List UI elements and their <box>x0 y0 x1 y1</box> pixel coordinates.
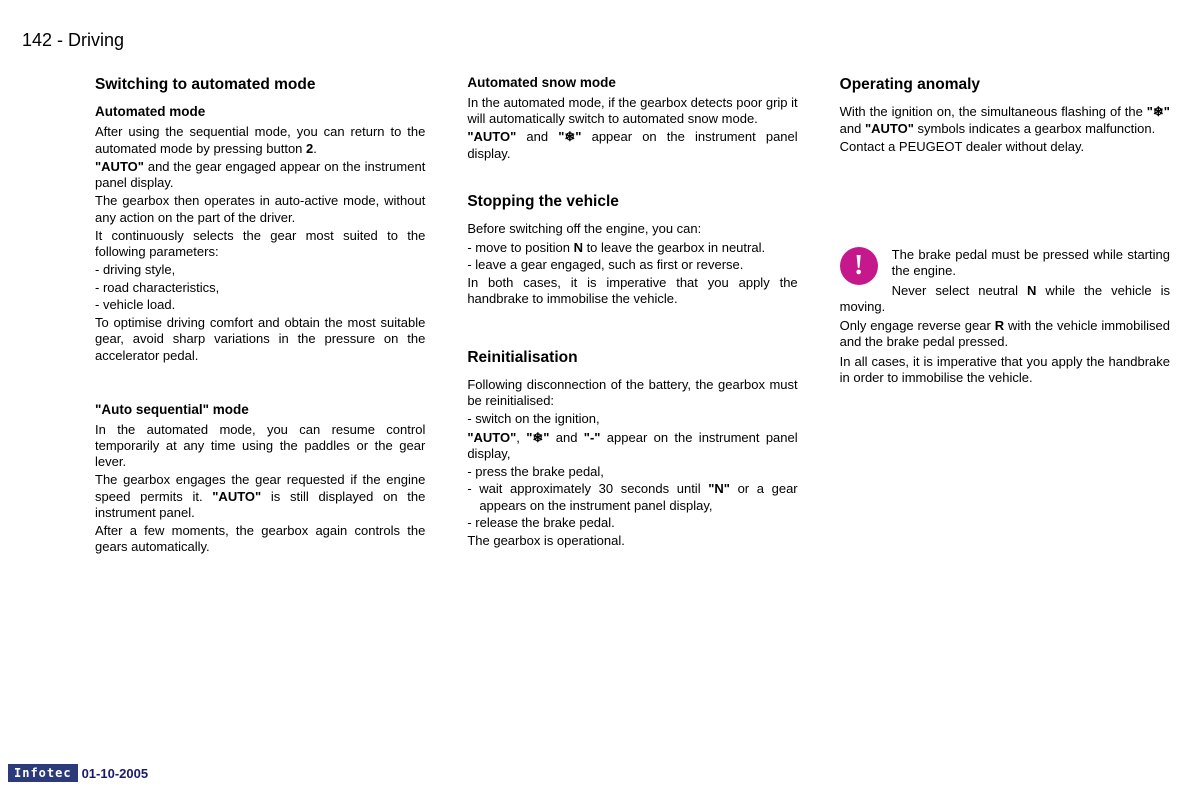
body-text: After using the sequential mode, you can… <box>95 124 425 157</box>
section-snow-mode: Automated snow mode In the automated mod… <box>467 75 797 162</box>
body-text: Only engage reverse gear R with the vehi… <box>840 318 1170 351</box>
body-text: In the automated mode, if the gearbox de… <box>467 95 797 128</box>
subheading-automated: Automated mode <box>95 104 425 121</box>
bullet-list: move to position N to leave the gearbox … <box>467 240 797 274</box>
body-text: In all cases, it is imperative that you … <box>840 354 1170 387</box>
section-anomaly: Operating anomaly With the ignition on, … <box>840 75 1170 155</box>
infotec-logo: Infotec <box>8 764 78 782</box>
body-text: In the automated mode, you can resume co… <box>95 422 425 471</box>
body-text: The brake pedal must be pressed while st… <box>840 247 1170 280</box>
section-automated-mode: Switching to automated mode Automated mo… <box>95 75 425 364</box>
heading-anomaly: Operating anomaly <box>840 75 1170 94</box>
footer-date: 01-10-2005 <box>82 766 149 781</box>
heading-stopping: Stopping the vehicle <box>467 192 797 211</box>
heading-reinitialisation: Reinitialisation <box>467 348 797 367</box>
list-item: leave a gear engaged, such as first or r… <box>467 257 797 273</box>
body-text: After a few moments, the gearbox again c… <box>95 523 425 556</box>
body-text: It continuously selects the gear most su… <box>95 228 425 261</box>
section-stopping: Stopping the vehicle Before switching of… <box>467 192 797 308</box>
list-item: driving style, <box>95 262 425 278</box>
bullet-list: driving style, road characteristics, veh… <box>95 262 425 313</box>
bullet-list: switch on the ignition, <box>467 411 797 427</box>
subheading-snow: Automated snow mode <box>467 75 797 92</box>
column-1: Switching to automated mode Automated mo… <box>95 75 425 582</box>
body-text: Never select neutral N while the vehicle… <box>840 283 1170 316</box>
body-text: The gearbox engages the gear requested i… <box>95 472 425 521</box>
body-text: Before switching off the engine, you can… <box>467 221 797 237</box>
warning-icon: ! <box>840 247 878 285</box>
content-area: Switching to automated mode Automated mo… <box>95 75 1170 582</box>
body-text: With the ignition on, the simultaneous f… <box>840 104 1170 137</box>
body-text: Contact a PEUGEOT dealer without delay. <box>840 139 1170 155</box>
list-item: release the brake pedal. <box>467 515 797 531</box>
warning-text: The brake pedal must be pressed while st… <box>840 247 1170 386</box>
heading-switching: Switching to automated mode <box>95 75 425 94</box>
list-item: vehicle load. <box>95 297 425 313</box>
column-3: Operating anomaly With the ignition on, … <box>840 75 1170 582</box>
exclamation-icon: ! <box>854 252 863 280</box>
body-text: "AUTO" and "❄" appear on the instrument … <box>467 129 797 162</box>
warning-box: ! The brake pedal must be pressed while … <box>840 247 1170 386</box>
footer: Infotec 01-10-2005 <box>8 764 148 782</box>
body-text: The gearbox then operates in auto-active… <box>95 193 425 226</box>
list-item: press the brake pedal, <box>467 464 797 480</box>
body-text: In both cases, it is imperative that you… <box>467 275 797 308</box>
section-auto-sequential: "Auto sequential" mode In the automated … <box>95 402 425 556</box>
column-2: Automated snow mode In the automated mod… <box>467 75 797 582</box>
body-text: The gearbox is operational. <box>467 533 797 549</box>
body-text: Following disconnection of the battery, … <box>467 377 797 410</box>
body-text: To optimise driving comfort and obtain t… <box>95 315 425 364</box>
list-item: move to position N to leave the gearbox … <box>467 240 797 256</box>
section-reinitialisation: Reinitialisation Following disconnection… <box>467 348 797 550</box>
page-header: 142 - Driving <box>22 30 124 51</box>
list-item: wait approximately 30 seconds until "N" … <box>467 481 797 514</box>
list-item: switch on the ignition, <box>467 411 797 427</box>
subheading-auto-sequential: "Auto sequential" mode <box>95 402 425 419</box>
list-item: road characteristics, <box>95 280 425 296</box>
body-text: "AUTO", "❄" and "-" appear on the instru… <box>467 430 797 463</box>
body-text: "AUTO" and the gear engaged appear on th… <box>95 159 425 192</box>
bullet-list: press the brake pedal, wait approximatel… <box>467 464 797 531</box>
